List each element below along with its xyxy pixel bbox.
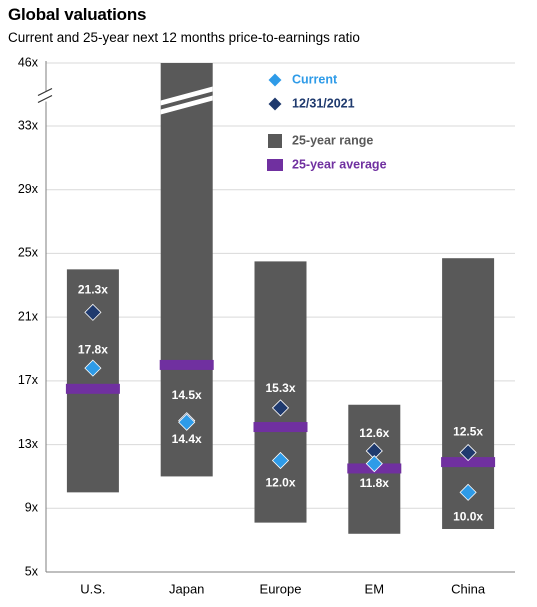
average-marker	[253, 422, 308, 433]
chart-title: Global valuations	[8, 5, 147, 24]
legend-square-icon	[268, 134, 282, 148]
range-bar-break	[160, 86, 213, 106]
axis-break-mark	[37, 87, 53, 97]
x-tick-label: Europe	[260, 581, 302, 596]
y-tick-label: 13x	[18, 437, 39, 451]
range-bar-break	[160, 95, 213, 115]
current-data-label: 17.8x	[78, 342, 108, 356]
legend-bar-icon	[267, 159, 283, 171]
prior-marker	[271, 399, 290, 417]
legend-diamond-icon	[267, 72, 283, 88]
prior-data-label: 15.3x	[265, 381, 295, 395]
prior-data-label: 12.5x	[453, 425, 483, 439]
x-tick-label: U.S.	[80, 581, 105, 596]
y-tick-label: 21x	[18, 309, 39, 323]
y-tick-label: 9x	[25, 501, 39, 515]
prior-marker	[459, 443, 477, 462]
legend-label: 12/31/2021	[292, 96, 355, 110]
current-marker	[365, 455, 383, 473]
y-tick-label: 5x	[25, 564, 39, 578]
prior-data-label: 14.5x	[172, 388, 202, 402]
x-tick-label: Japan	[169, 581, 204, 596]
current-marker	[178, 413, 196, 431]
prior-data-label: 12.6x	[359, 426, 389, 440]
axis-break-mark	[37, 94, 53, 104]
y-tick-label: 29x	[18, 182, 39, 196]
y-tick-label: 25x	[18, 246, 39, 260]
y-tick-label: 17x	[18, 373, 39, 387]
legend-label: 25-year average	[292, 157, 387, 171]
y-tick-label: 33x	[18, 118, 39, 132]
range-bar	[66, 269, 119, 493]
legend-label: Current	[292, 72, 338, 86]
current-data-label: 10.0x	[453, 510, 483, 524]
x-tick-label: China	[451, 581, 486, 596]
average-marker	[441, 457, 496, 468]
current-marker	[459, 483, 477, 501]
prior-marker	[84, 303, 102, 321]
average-marker	[65, 383, 120, 394]
prior-data-label: 21.3x	[78, 283, 108, 297]
x-tick-label: EM	[365, 581, 385, 596]
legend-label: 25-year range	[292, 133, 373, 147]
chart-subtitle: Current and 25-year next 12 months price…	[8, 30, 360, 45]
range-bar	[160, 63, 213, 477]
y-tick-label: 46x	[18, 55, 39, 69]
current-data-label: 12.0x	[265, 476, 295, 490]
current-marker	[84, 359, 102, 377]
current-data-label: 11.8x	[360, 476, 390, 490]
axis-break-gap	[40, 91, 52, 102]
average-marker	[159, 359, 214, 370]
range-bar	[254, 261, 307, 523]
current-marker	[271, 451, 290, 470]
current-data-label: 14.4x	[172, 432, 202, 446]
legend-diamond-icon	[267, 96, 283, 112]
